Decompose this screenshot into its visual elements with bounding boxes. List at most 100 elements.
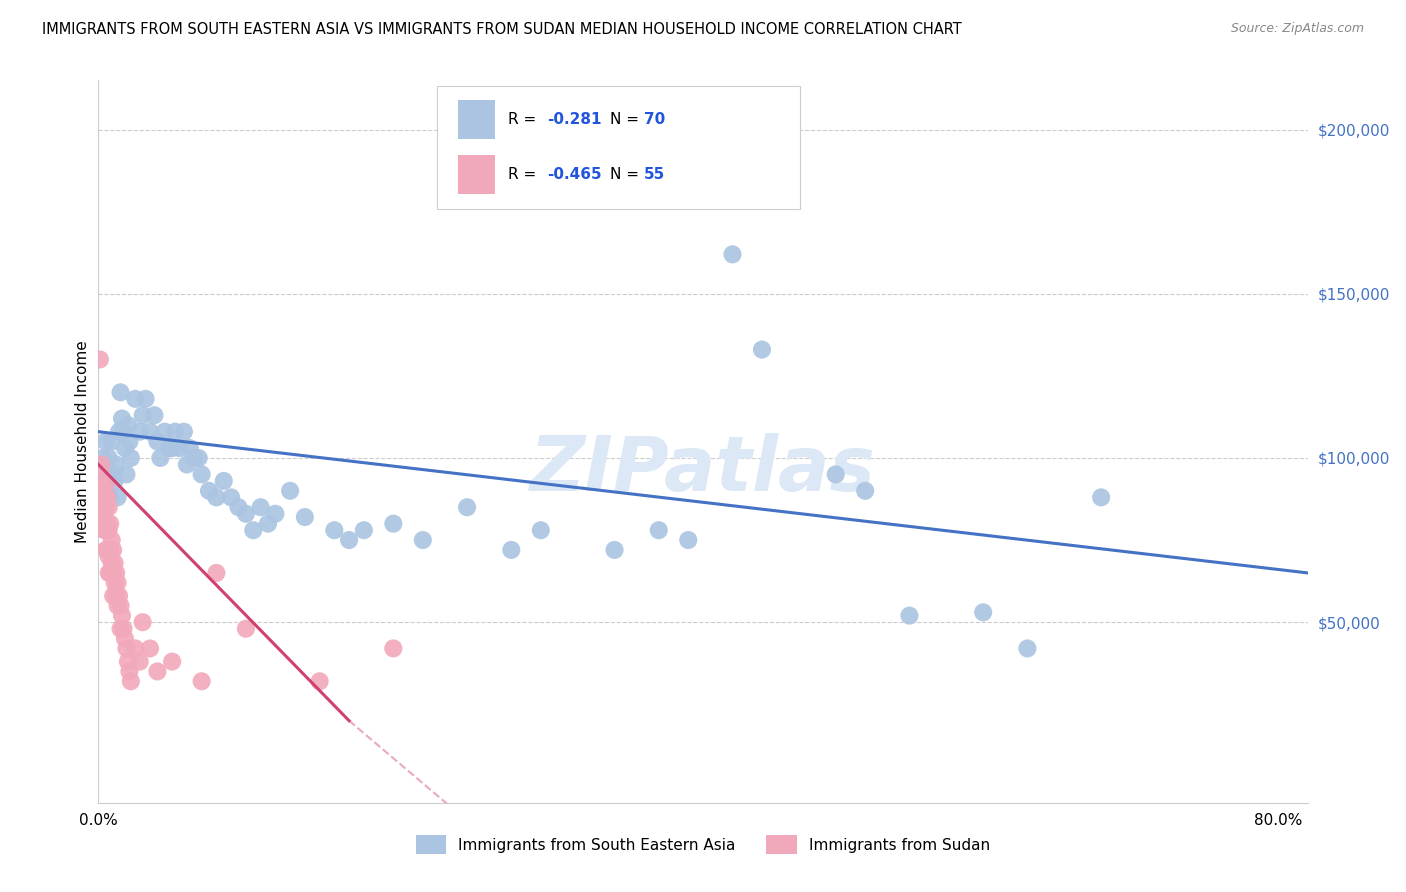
Point	[118, 665, 141, 679]
Point	[219, 491, 242, 505]
Point	[456, 500, 478, 515]
Point	[89, 352, 111, 367]
Point	[249, 500, 271, 515]
Text: R =: R =	[508, 112, 541, 127]
Point	[107, 599, 129, 613]
Point	[97, 523, 120, 537]
Point	[131, 615, 153, 630]
Point	[153, 425, 176, 439]
Point	[382, 516, 405, 531]
Point	[165, 425, 187, 439]
Point	[264, 507, 287, 521]
Point	[94, 434, 117, 449]
Point	[91, 500, 114, 515]
Point	[104, 556, 127, 570]
Point	[183, 450, 205, 465]
Point	[105, 458, 128, 472]
Point	[824, 467, 846, 482]
Point	[117, 655, 139, 669]
Point	[101, 467, 124, 482]
Point	[97, 566, 120, 580]
Point	[96, 474, 118, 488]
Point	[751, 343, 773, 357]
Point	[187, 450, 209, 465]
Point	[108, 589, 131, 603]
Point	[139, 641, 162, 656]
Point	[93, 467, 115, 482]
Point	[205, 566, 228, 580]
Text: 70: 70	[644, 112, 665, 127]
Point	[104, 474, 127, 488]
Point	[603, 542, 626, 557]
Point	[131, 409, 153, 423]
Point	[124, 641, 146, 656]
Point	[111, 608, 134, 623]
Point	[530, 523, 553, 537]
Y-axis label: Median Household Income: Median Household Income	[75, 340, 90, 543]
Point	[114, 441, 136, 455]
Text: -0.465: -0.465	[547, 168, 602, 182]
Point	[120, 450, 142, 465]
Point	[120, 674, 142, 689]
Point	[294, 510, 316, 524]
Point	[107, 491, 129, 505]
Point	[96, 542, 118, 557]
Point	[323, 523, 346, 537]
Point	[337, 533, 360, 547]
Point	[190, 467, 212, 482]
Point	[721, 247, 744, 261]
Point	[114, 632, 136, 646]
Point	[100, 434, 122, 449]
Point	[139, 425, 162, 439]
Point	[853, 483, 876, 498]
Point	[100, 533, 122, 547]
Point	[353, 523, 375, 537]
Point	[115, 467, 138, 482]
Point	[96, 491, 118, 505]
Point	[112, 425, 135, 439]
Point	[235, 622, 257, 636]
Point	[176, 458, 198, 472]
Point	[143, 409, 166, 423]
Point	[169, 441, 191, 455]
Point	[157, 441, 180, 455]
Point	[90, 467, 112, 482]
Point	[108, 425, 131, 439]
Point	[97, 500, 120, 515]
Text: R =: R =	[508, 168, 541, 182]
Point	[91, 516, 114, 531]
Point	[160, 441, 183, 455]
Point	[93, 523, 115, 537]
Point	[1090, 491, 1112, 505]
Point	[110, 385, 132, 400]
Point	[179, 441, 201, 455]
Point	[308, 674, 330, 689]
Text: -0.281: -0.281	[547, 112, 602, 127]
Point	[257, 516, 280, 531]
Point	[100, 556, 122, 570]
Point	[118, 434, 141, 449]
Text: IMMIGRANTS FROM SOUTH EASTERN ASIA VS IMMIGRANTS FROM SUDAN MEDIAN HOUSEHOLD INC: IMMIGRANTS FROM SOUTH EASTERN ASIA VS IM…	[42, 22, 962, 37]
Point	[124, 392, 146, 406]
Point	[212, 474, 235, 488]
Point	[205, 491, 228, 505]
Point	[128, 655, 150, 669]
Point	[242, 523, 264, 537]
Point	[149, 450, 172, 465]
Text: 55: 55	[644, 168, 665, 182]
Point	[111, 411, 134, 425]
Point	[228, 500, 250, 515]
Point	[678, 533, 700, 547]
Point	[115, 641, 138, 656]
Text: N =: N =	[610, 112, 644, 127]
Point	[117, 418, 139, 433]
Point	[90, 458, 112, 472]
Point	[128, 425, 150, 439]
Point	[101, 589, 124, 603]
Text: N =: N =	[610, 168, 644, 182]
Point	[97, 450, 120, 465]
Point	[101, 566, 124, 580]
Point	[104, 575, 127, 590]
Point	[93, 491, 115, 505]
Point	[98, 542, 121, 557]
